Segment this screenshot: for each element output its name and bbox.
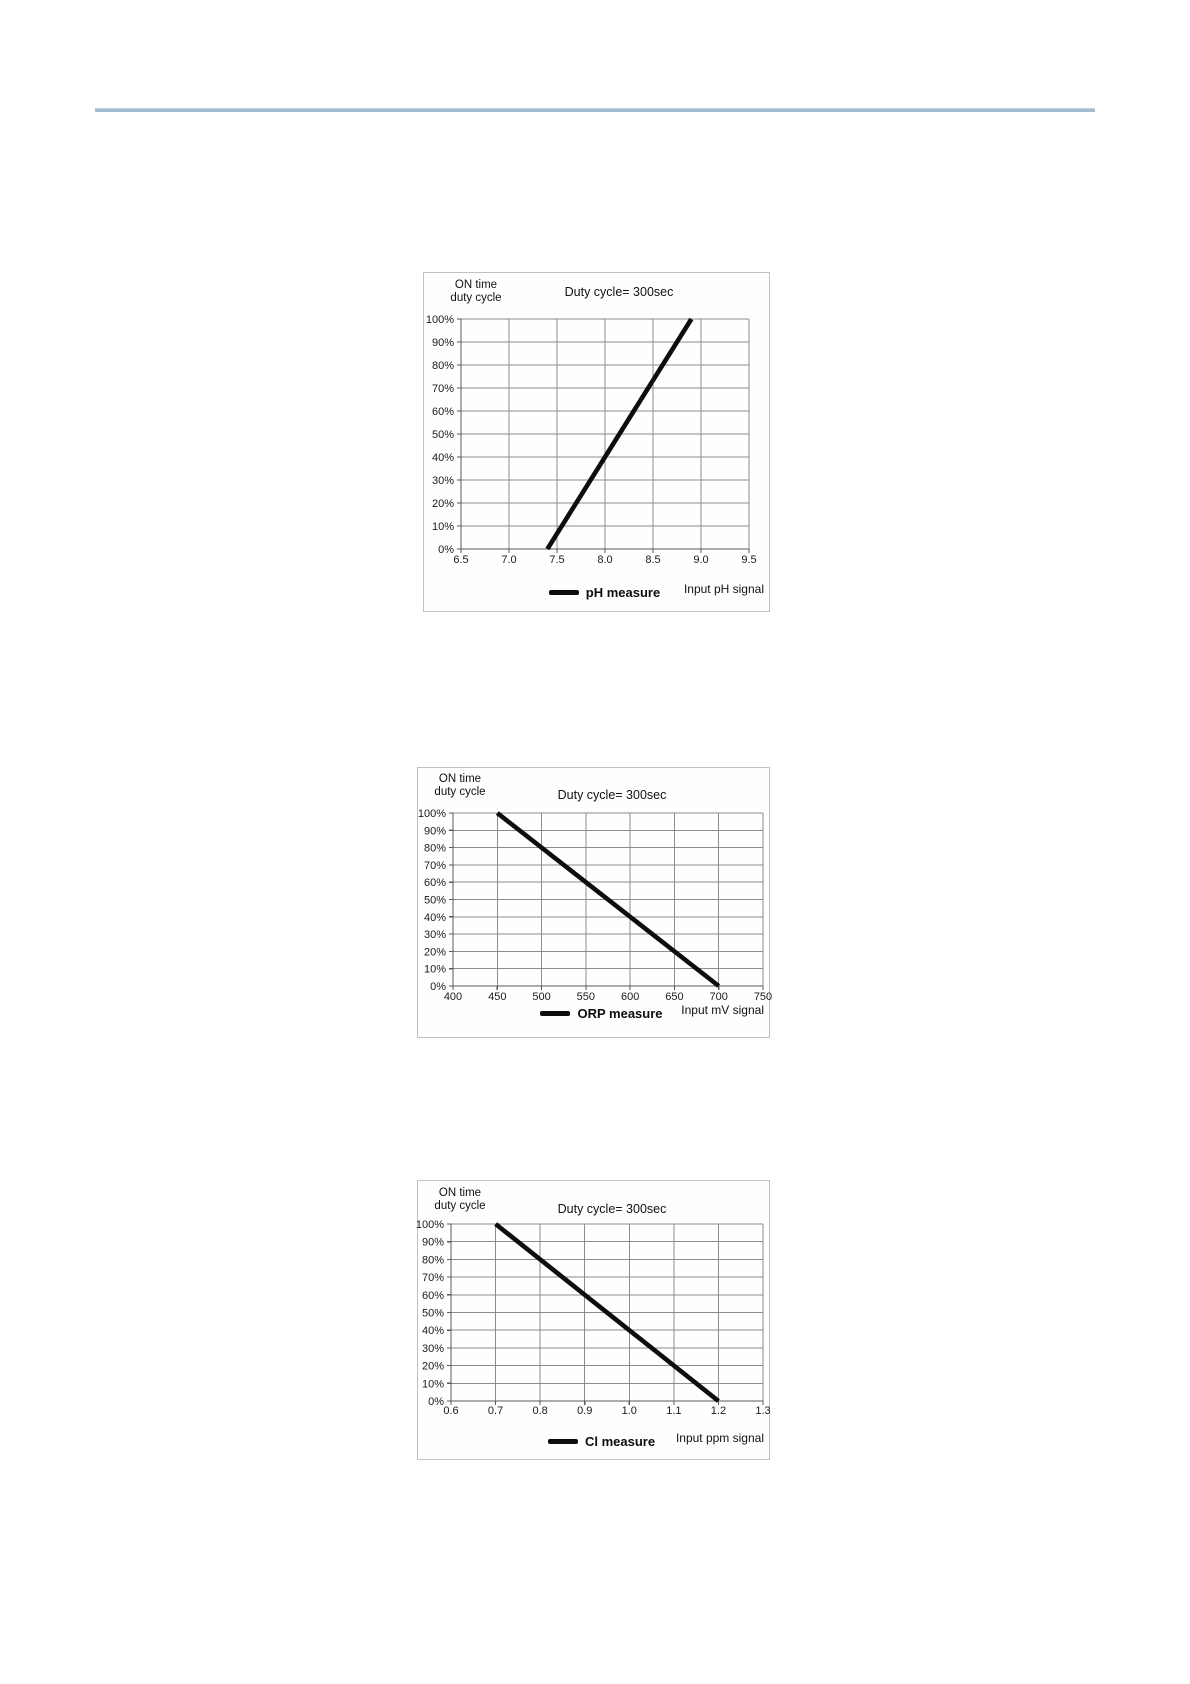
ph-measure-line — [545, 317, 694, 551]
y-axis-title-line1: ON time — [438, 773, 482, 785]
chart-title: Duty cycle= 300sec — [557, 788, 667, 802]
orp-measure-line — [495, 811, 721, 988]
orp-plot-area: 0% 10% 20% 30% 40% 50% 60% 70% 80% 90% 100% 400 450 5… — [418, 808, 772, 1003]
legend-row: Cl measure Input ppm signal — [418, 1431, 769, 1449]
svg-text:10%: 10% — [424, 964, 446, 976]
orp-duty-cycle-chart: ON time duty cycle Duty cycle= 300sec 0%… — [417, 767, 772, 1038]
svg-text:100%: 100% — [416, 1219, 444, 1231]
legend-label: Cl measure — [584, 1434, 656, 1449]
ph-duty-cycle-chart: ON time duty cycle Duty cycle= 300sec 0%… — [423, 272, 770, 612]
svg-text:60%: 60% — [422, 1290, 444, 1302]
svg-text:7.0: 7.0 — [501, 554, 516, 566]
svg-text:750: 750 — [754, 991, 772, 1003]
legend-line-marker — [547, 1439, 578, 1444]
svg-text:0.7: 0.7 — [488, 1405, 503, 1417]
svg-text:80%: 80% — [432, 360, 454, 372]
legend-line-marker — [548, 590, 579, 595]
svg-text:550: 550 — [577, 991, 595, 1003]
svg-text:7.5: 7.5 — [549, 554, 564, 566]
svg-text:50%: 50% — [422, 1308, 444, 1320]
svg-text:9.5: 9.5 — [741, 554, 756, 566]
gridlines — [447, 1223, 764, 1405]
svg-text:20%: 20% — [432, 498, 454, 510]
svg-text:600: 600 — [621, 991, 639, 1003]
svg-text:60%: 60% — [432, 406, 454, 418]
cl-duty-cycle-chart: ON time duty cycle Duty cycle= 300sec 0%… — [416, 1180, 771, 1460]
svg-text:0.8: 0.8 — [532, 1405, 547, 1417]
svg-text:8.5: 8.5 — [645, 554, 660, 566]
svg-text:90%: 90% — [424, 825, 446, 837]
svg-text:40%: 40% — [422, 1325, 444, 1337]
y-axis-title-line1: ON time — [438, 1187, 482, 1199]
y-axis-title-line2: duty cycle — [450, 292, 502, 304]
svg-text:1.0: 1.0 — [622, 1405, 637, 1417]
legend-row: ORP measure Input mV signal — [418, 1003, 769, 1021]
y-axis-title-line2: duty cycle — [434, 786, 486, 798]
svg-text:0%: 0% — [438, 544, 454, 556]
y-axis-title: ON time duty cycle — [436, 279, 516, 305]
x-axis-title: Input ppm signal — [675, 1431, 764, 1445]
svg-text:0.9: 0.9 — [577, 1405, 592, 1417]
svg-text:1.3: 1.3 — [755, 1405, 770, 1417]
cl-plot-area: 0% 10% 20% 30% 40% 50% 60% 70% 80% 90% 100% 0.6 0.7 0… — [416, 1219, 771, 1417]
y-axis-title: ON time duty cycle — [420, 1187, 500, 1213]
svg-text:10%: 10% — [422, 1378, 444, 1390]
svg-text:70%: 70% — [422, 1272, 444, 1284]
gridlines — [449, 812, 764, 990]
legend-line-marker — [540, 1011, 571, 1016]
svg-text:40%: 40% — [432, 452, 454, 464]
svg-text:80%: 80% — [422, 1254, 444, 1266]
svg-text:0.6: 0.6 — [443, 1405, 458, 1417]
svg-text:500: 500 — [532, 991, 550, 1003]
svg-text:9.0: 9.0 — [693, 554, 708, 566]
svg-text:20%: 20% — [422, 1361, 444, 1373]
gridlines — [457, 318, 750, 553]
svg-text:1.1: 1.1 — [666, 1405, 681, 1417]
svg-text:8.0: 8.0 — [597, 554, 612, 566]
ph-plot-area: 0% 10% 20% 30% 40% 50% 60% 70% 80% 90% 100% 6.5 7.0 7… — [426, 314, 757, 566]
svg-text:20%: 20% — [424, 946, 446, 958]
svg-text:40%: 40% — [424, 912, 446, 924]
svg-text:0%: 0% — [428, 1396, 444, 1408]
y-axis-title-line2: duty cycle — [434, 1200, 486, 1212]
legend-row: pH measure Input pH signal — [424, 582, 769, 600]
svg-text:50%: 50% — [432, 429, 454, 441]
chart-title: Duty cycle= 300sec — [564, 285, 674, 299]
svg-text:80%: 80% — [424, 843, 446, 855]
svg-text:100%: 100% — [426, 314, 454, 326]
y-axis-title: ON time duty cycle — [420, 773, 500, 799]
svg-text:30%: 30% — [424, 929, 446, 941]
svg-text:70%: 70% — [432, 383, 454, 395]
legend-label: pH measure — [585, 585, 661, 600]
svg-text:30%: 30% — [422, 1343, 444, 1355]
x-axis-title: Input pH signal — [683, 582, 764, 596]
svg-text:700: 700 — [710, 991, 728, 1003]
svg-text:450: 450 — [488, 991, 506, 1003]
y-axis-title-line1: ON time — [454, 279, 498, 291]
legend-label: ORP measure — [577, 1006, 663, 1021]
svg-text:90%: 90% — [422, 1237, 444, 1249]
chart-title: Duty cycle= 300sec — [557, 1202, 667, 1216]
svg-text:60%: 60% — [424, 877, 446, 889]
svg-text:90%: 90% — [432, 337, 454, 349]
svg-text:400: 400 — [444, 991, 462, 1003]
cl-measure-line — [494, 1222, 720, 1403]
svg-text:10%: 10% — [432, 521, 454, 533]
svg-text:70%: 70% — [424, 860, 446, 872]
svg-text:1.2: 1.2 — [711, 1405, 726, 1417]
svg-text:6.5: 6.5 — [453, 554, 468, 566]
header-divider-line — [95, 108, 1095, 112]
svg-text:650: 650 — [665, 991, 683, 1003]
svg-text:0%: 0% — [430, 981, 446, 993]
x-axis-title: Input mV signal — [681, 1003, 764, 1017]
svg-text:50%: 50% — [424, 895, 446, 907]
svg-text:30%: 30% — [432, 475, 454, 487]
svg-text:100%: 100% — [418, 808, 446, 820]
